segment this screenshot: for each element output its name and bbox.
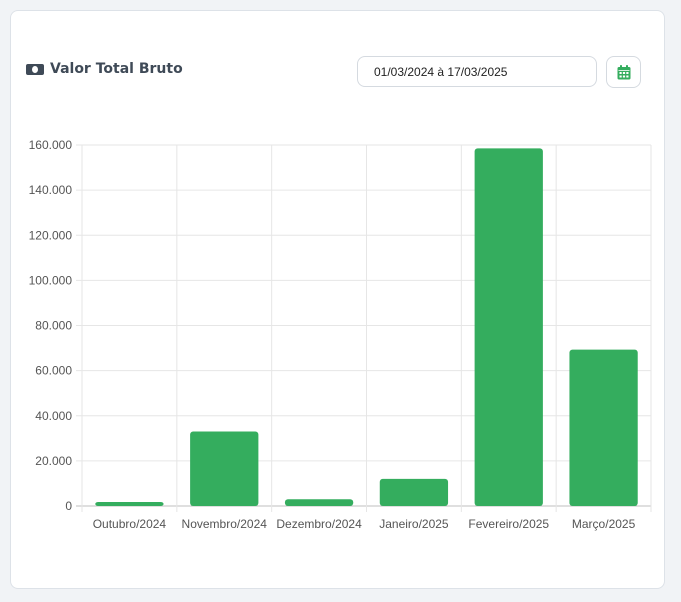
- x-tick-label: Outubro/2024: [93, 517, 167, 531]
- x-tick-label: Janeiro/2025: [379, 517, 449, 531]
- x-tick-label: Fevereiro/2025: [468, 517, 549, 531]
- money-bill-icon: [26, 63, 44, 75]
- y-tick-label: 100.000: [29, 273, 73, 287]
- y-tick-label: 120.000: [29, 228, 73, 242]
- bar[interactable]: [95, 501, 164, 506]
- card-header: Valor Total Bruto: [26, 61, 183, 77]
- date-range-input[interactable]: 01/03/2024 à 17/03/2025: [357, 56, 597, 87]
- y-tick-label: 60.000: [35, 364, 72, 378]
- chart-grid: [76, 144, 652, 512]
- y-tick-label: 160.000: [29, 138, 73, 152]
- bar[interactable]: [284, 499, 354, 506]
- calendar-button[interactable]: [606, 56, 641, 88]
- y-tick-label: 80.000: [35, 319, 72, 333]
- bar[interactable]: [379, 478, 449, 506]
- y-tick-label: 0: [65, 499, 72, 513]
- x-tick-label: Março/2025: [572, 517, 636, 531]
- date-range-value: 01/03/2024 à 17/03/2025: [374, 64, 508, 79]
- y-tick-label: 40.000: [35, 409, 72, 423]
- x-tick-label: Novembro/2024: [182, 517, 268, 531]
- x-axis-ticks: Outubro/2024 Novembro/2024 Dezembro/2024 Ja…: [93, 517, 636, 531]
- chart-bars: [95, 148, 638, 506]
- y-axis-ticks: 0 20.000 40.000 60.000 80.000 100.000 120.000 1…: [29, 138, 73, 513]
- bar[interactable]: [474, 148, 543, 506]
- calendar-icon: [617, 64, 630, 79]
- x-tick-label: Dezembro/2024: [276, 517, 362, 531]
- card-title: Valor Total Bruto: [50, 61, 183, 77]
- y-tick-label: 140.000: [29, 183, 73, 197]
- bar[interactable]: [569, 349, 638, 506]
- y-tick-label: 20.000: [35, 454, 72, 468]
- bar[interactable]: [190, 431, 259, 506]
